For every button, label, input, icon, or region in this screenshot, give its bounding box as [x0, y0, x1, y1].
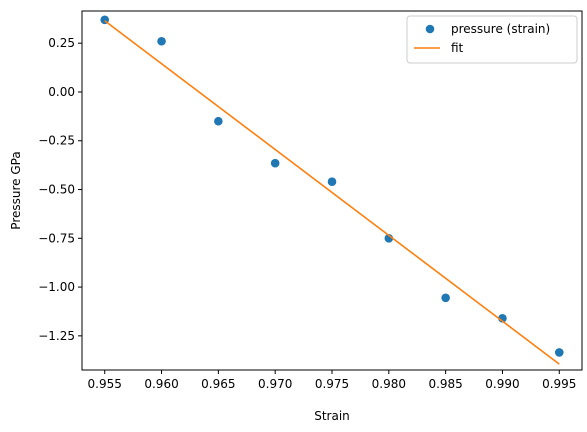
y-tick-label: 0.25 — [48, 36, 75, 50]
legend-marker-pressure — [425, 24, 435, 34]
x-tick-label: 0.995 — [542, 377, 576, 391]
x-tick-label: 0.980 — [372, 377, 406, 391]
y-tick-label: −0.50 — [38, 183, 75, 197]
legend-label-pressure: pressure (strain) — [451, 22, 550, 36]
y-tick-label: −0.25 — [38, 134, 75, 148]
y-tick-label: 0.00 — [48, 85, 75, 99]
data-point — [214, 116, 223, 126]
axes-frame — [81, 10, 583, 371]
x-tick-label: 0.960 — [144, 377, 178, 391]
data-point — [441, 293, 450, 303]
legend: pressure (strain) fit — [406, 15, 578, 64]
legend-box — [406, 15, 578, 64]
x-axis-label: Strain — [314, 409, 350, 423]
y-tick-label: −1.25 — [38, 329, 75, 343]
x-tick-label: 0.965 — [201, 377, 235, 391]
data-point — [270, 158, 280, 168]
legend-label-fit: fit — [451, 41, 464, 55]
y-axis-ticks: 0.25 0.00 −0.25 −0.50 −0.75 −1.00 −1.25 — [38, 36, 82, 343]
data-point — [554, 348, 564, 357]
x-tick-label: 0.990 — [485, 377, 519, 391]
data-point — [157, 36, 166, 46]
x-tick-label: 0.975 — [315, 377, 349, 391]
y-axis-label: Pressure GPa — [9, 151, 23, 229]
x-tick-label: 0.955 — [88, 377, 122, 391]
fit-line — [104, 20, 560, 365]
x-tick-label: 0.985 — [428, 377, 462, 391]
y-tick-label: −0.75 — [38, 231, 75, 245]
data-point — [327, 177, 337, 187]
x-tick-label: 0.970 — [258, 377, 292, 391]
series-layer — [100, 15, 564, 365]
y-tick-label: −1.00 — [38, 280, 75, 294]
x-axis-ticks: 0.955 0.960 0.965 0.970 0.975 0.980 0.985 0.990… — [88, 370, 576, 391]
